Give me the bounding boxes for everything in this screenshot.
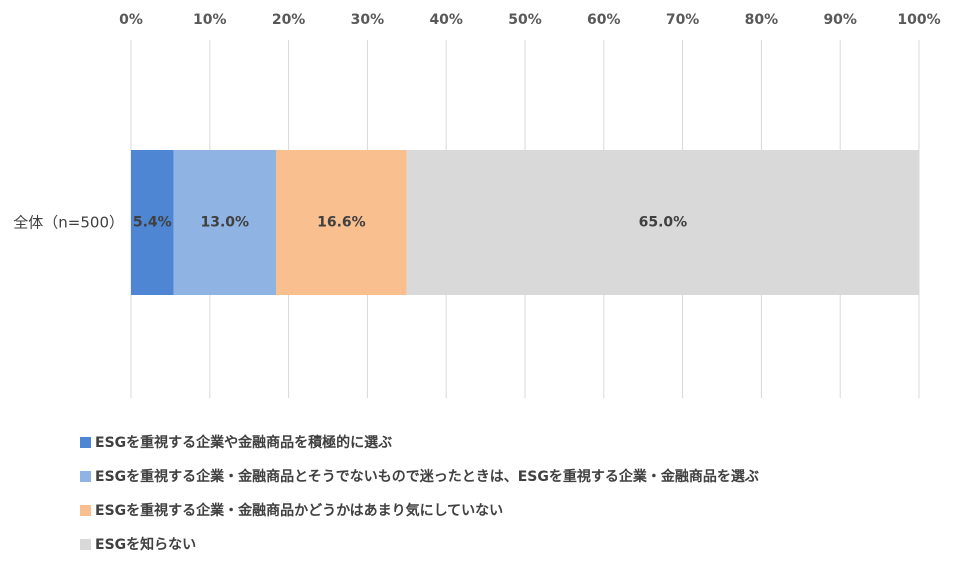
x-tick-label: 0% (119, 12, 143, 28)
x-tick-label: 80% (745, 12, 779, 28)
x-tick-label: 60% (587, 12, 621, 28)
legend-swatch (80, 436, 91, 448)
bar-segment (131, 150, 174, 295)
legend-swatch (80, 538, 91, 550)
x-tick-label: 70% (666, 12, 700, 28)
bar-segment (173, 150, 276, 295)
x-tick-label: 20% (272, 12, 306, 28)
bar-layer (131, 150, 919, 295)
legend-label: ESGを重視する企業・金融商品かどうかはあまり気にしていない (95, 503, 504, 519)
data-label: 16.6% (317, 215, 366, 231)
x-tick-label: 40% (429, 12, 463, 28)
x-tick-label: 90% (823, 12, 857, 28)
x-tick-label: 30% (351, 12, 385, 28)
legend-item: ESGを知らない (80, 527, 759, 561)
axis-tick-layer: 0% 10% 20% 30% 40% 50% 60% 70% 80% 90% 100% (119, 12, 941, 28)
data-label: 5.4% (133, 215, 172, 231)
legend-item: ESGを重視する企業や金融商品を積極的に選ぶ (80, 425, 759, 459)
data-label: 65.0% (639, 215, 688, 231)
legend-label: ESGを重視する企業・金融商品とそうでないもので迷ったときは、ESGを重視する企… (95, 469, 759, 485)
legend-swatch (80, 504, 91, 516)
legend-swatch (80, 470, 91, 482)
x-tick-label: 50% (508, 12, 542, 28)
legend-item: ESGを重視する企業・金融商品とそうでないもので迷ったときは、ESGを重視する企… (80, 459, 759, 493)
x-tick-label: 10% (193, 12, 227, 28)
bar-segment (406, 150, 919, 295)
legend-item: ESGを重視する企業・金融商品かどうかはあまり気にしていない (80, 493, 759, 527)
legend: ESGを重視する企業や金融商品を積極的に選ぶ ESGを重視する企業・金融商品とそ… (80, 425, 759, 561)
legend-label: ESGを重視する企業や金融商品を積極的に選ぶ (95, 435, 393, 451)
x-tick-label: 100% (897, 12, 940, 28)
legend-label: ESGを知らない (95, 537, 197, 553)
bar-segment (275, 150, 407, 295)
category-label: 全体（n=500） (13, 214, 124, 232)
data-label-layer: 5.4% 13.0% 16.6% 65.0% (133, 215, 687, 231)
data-label: 13.0% (200, 215, 249, 231)
